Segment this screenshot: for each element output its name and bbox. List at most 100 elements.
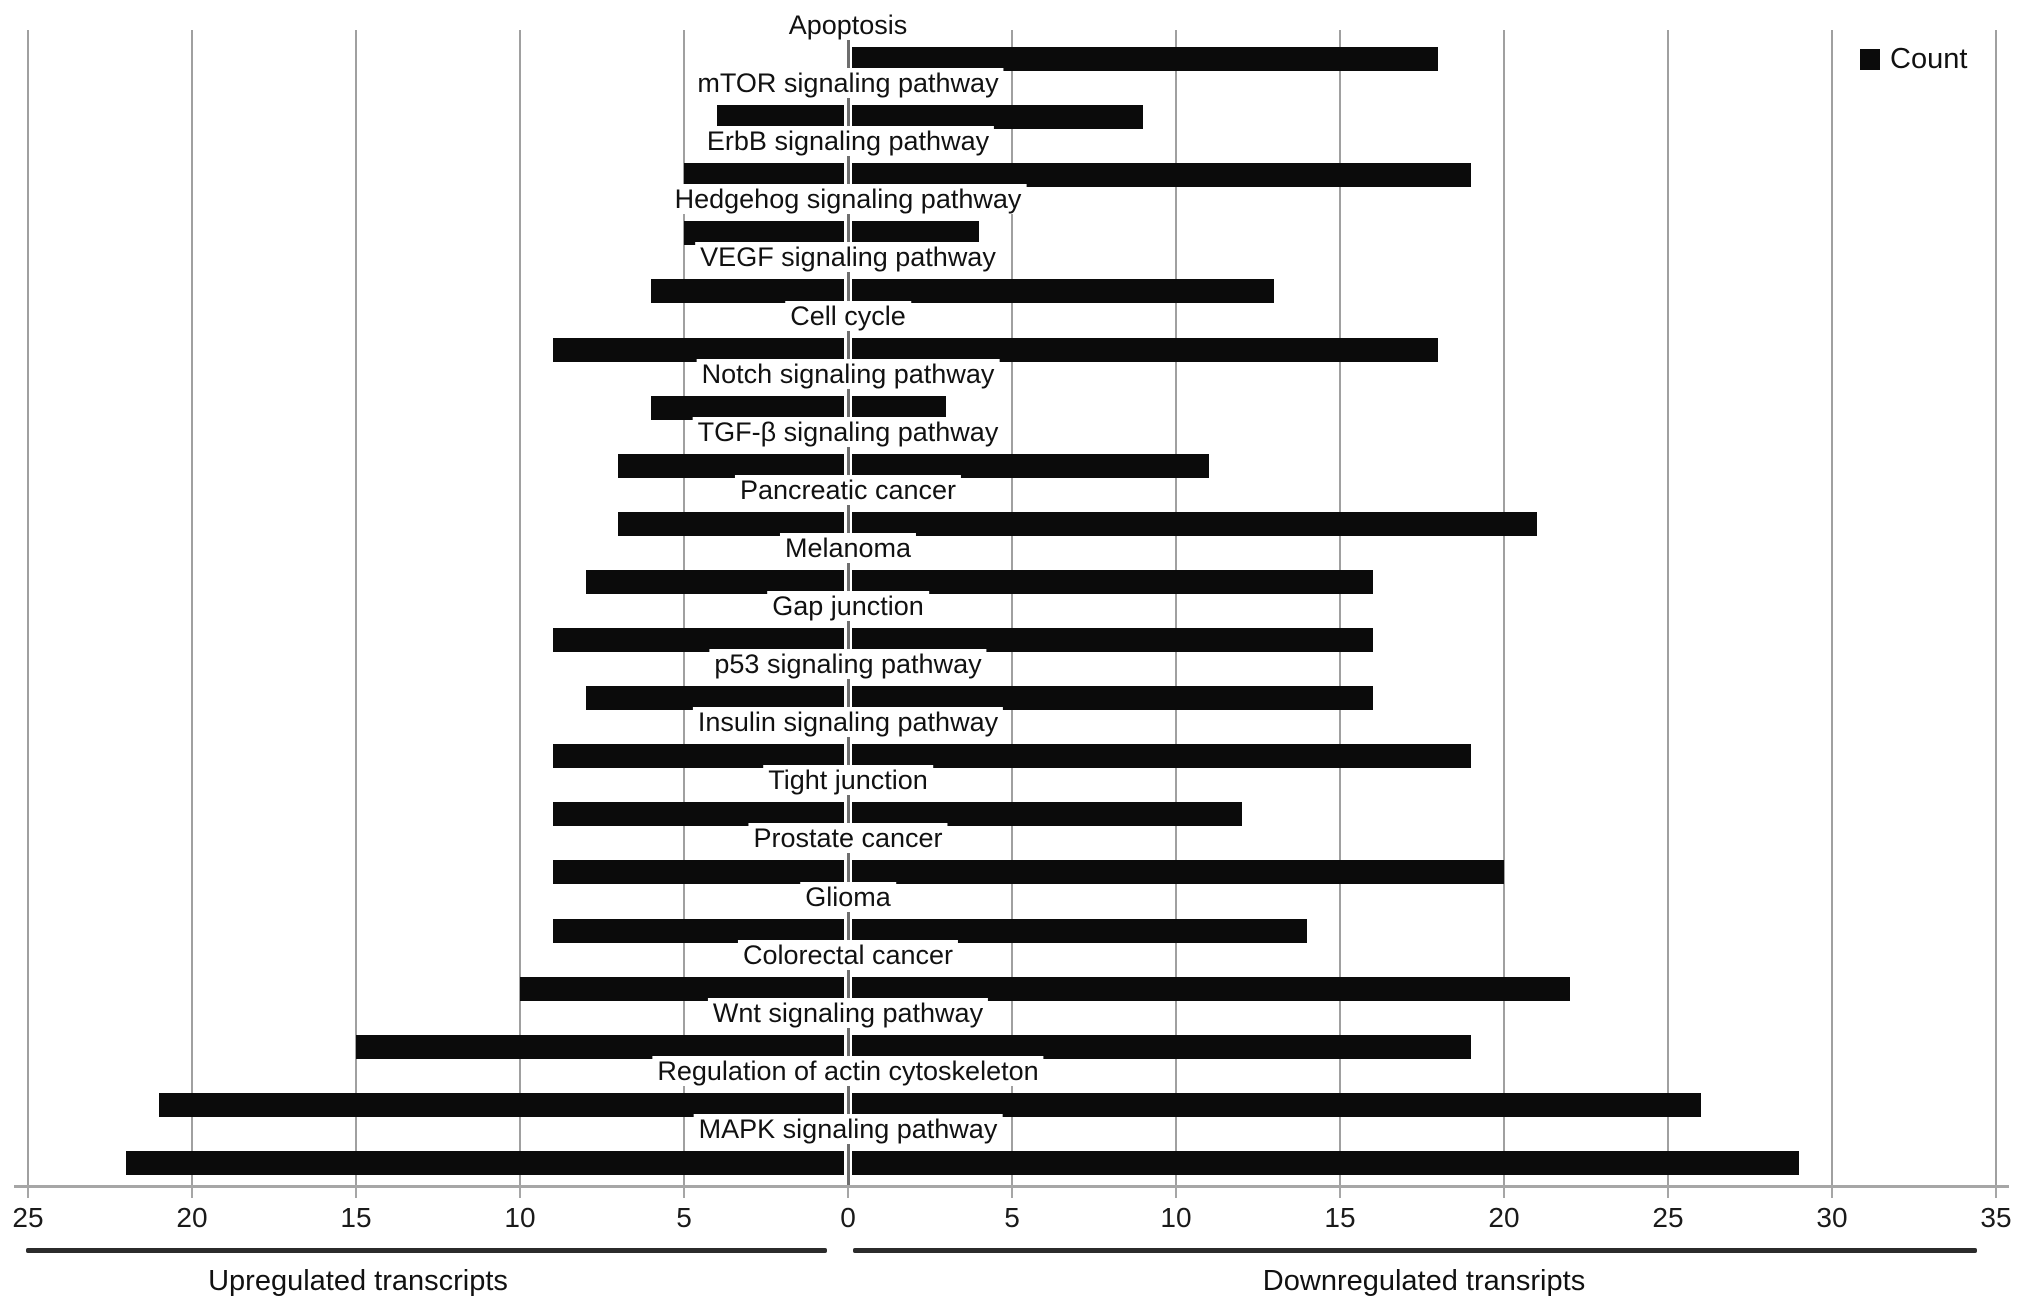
- bar-downregulated-wnt-signaling-pathway: [852, 1034, 1472, 1059]
- gridline: [1011, 30, 1013, 1186]
- category-label-prostate-cancer: Prostate cancer: [748, 823, 948, 854]
- legend-swatch-icon: [1860, 48, 1880, 70]
- x-tick-label: 15: [1324, 1202, 1356, 1233]
- bar-upregulated-insulin-signaling-pathway: [552, 744, 844, 769]
- x-tick-label: 0: [840, 1202, 856, 1233]
- x-tick-label: 20: [176, 1202, 208, 1233]
- category-label-mtor-signaling-pathway: mTOR signaling pathway: [692, 68, 1004, 99]
- x-axis-line: [14, 1185, 2009, 1188]
- x-tick-label: 25: [1652, 1202, 1684, 1233]
- axis-tick-mark: [355, 1186, 357, 1198]
- axis-tick-mark: [683, 1186, 685, 1198]
- legend: Count: [1856, 42, 1972, 76]
- bar-upregulated-glioma: [552, 918, 844, 943]
- category-label-insulin-signaling-pathway: Insulin signaling pathway: [692, 707, 1004, 738]
- x-tick-label: 10: [1160, 1202, 1192, 1233]
- axis-tick-mark: [1995, 1186, 1997, 1198]
- category-label-glioma: Glioma: [800, 881, 896, 912]
- legend-label: Count: [1890, 43, 1968, 75]
- category-label-gap-junction: Gap junction: [767, 591, 929, 621]
- category-label-wnt-signaling-pathway: Wnt signaling pathway: [707, 997, 989, 1028]
- axis-tick-mark: [519, 1186, 521, 1198]
- bar-downregulated-tight-junction: [852, 802, 1242, 827]
- x-tick-label: 30: [1816, 1202, 1848, 1233]
- bar-upregulated-hedgehog-signaling-pathway: [684, 221, 844, 246]
- axis-tick-mark: [1011, 1186, 1013, 1198]
- bar-upregulated-tight-junction: [552, 802, 844, 827]
- category-label-erbb-signaling-pathway: ErbB signaling pathway: [701, 126, 995, 157]
- gridline: [683, 30, 685, 1186]
- bar-downregulated-melanoma: [852, 569, 1373, 594]
- x-tick-label: 35: [1980, 1202, 2012, 1233]
- bar-upregulated-colorectal-cancer: [520, 976, 844, 1001]
- bar-downregulated-glioma: [852, 918, 1308, 943]
- bar-upregulated-regulation-of-actin-cytoskeleton: [159, 1092, 844, 1117]
- x-tick-label: 5: [676, 1202, 692, 1233]
- bar-upregulated-pancreatic-cancer: [618, 511, 844, 536]
- category-label-tight-junction: Tight junction: [763, 765, 933, 796]
- axis-tick-mark: [1831, 1186, 1833, 1198]
- bar-downregulated-notch-signaling-pathway: [852, 395, 947, 420]
- bar-upregulated-melanoma: [585, 569, 844, 594]
- bar-upregulated-wnt-signaling-pathway: [356, 1034, 844, 1059]
- gridline: [1831, 30, 1833, 1186]
- downregulated-underline: [853, 1248, 1977, 1253]
- category-label-regulation-of-actin-cytoskeleton: Regulation of actin cytoskeleton: [652, 1055, 1044, 1086]
- bar-upregulated-vegf-signaling-pathway: [651, 279, 844, 304]
- bar-downregulated-p53-signaling-pathway: [852, 686, 1373, 711]
- bar-downregulated-mtor-signaling-pathway: [852, 105, 1144, 130]
- bar-downregulated-hedgehog-signaling-pathway: [852, 221, 980, 246]
- axis-tick-mark: [1667, 1186, 1669, 1198]
- bar-upregulated-tgf-signaling-pathway: [618, 453, 844, 478]
- axis-tick-mark: [847, 1186, 849, 1198]
- x-tick-label: 10: [504, 1202, 536, 1233]
- gridline: [519, 30, 521, 1186]
- axis-tick-mark: [1339, 1186, 1341, 1198]
- bar-upregulated-mapk-signaling-pathway: [126, 1150, 844, 1175]
- upregulated-underline: [26, 1248, 827, 1253]
- category-label-tgf-signaling-pathway: TGF-β signaling pathway: [692, 416, 1004, 447]
- category-label-vegf-signaling-pathway: VEGF signaling pathway: [695, 242, 1001, 273]
- category-label-melanoma: Melanoma: [779, 532, 917, 563]
- bar-upregulated-p53-signaling-pathway: [585, 686, 844, 711]
- category-label-hedgehog-signaling-pathway: Hedgehog signaling pathway: [669, 184, 1027, 215]
- bar-downregulated-insulin-signaling-pathway: [852, 744, 1472, 769]
- bar-upregulated-mtor-signaling-pathway: [716, 105, 844, 130]
- category-label-pancreatic-cancer: Pancreatic cancer: [734, 474, 962, 505]
- x-tick-label: 15: [340, 1202, 372, 1233]
- downregulated-axis-title: Downregulated transripts: [1262, 1265, 1586, 1297]
- gridline: [1667, 30, 1669, 1186]
- x-tick-label: 20: [1488, 1202, 1520, 1233]
- bar-downregulated-regulation-of-actin-cytoskeleton: [852, 1092, 1701, 1117]
- x-tick-label: 25: [12, 1202, 44, 1233]
- gridline: [1339, 30, 1341, 1186]
- bar-downregulated-tgf-signaling-pathway: [852, 453, 1209, 478]
- category-label-colorectal-cancer: Colorectal cancer: [737, 939, 959, 970]
- x-tick-label: 5: [1004, 1202, 1020, 1233]
- gridline: [355, 30, 357, 1186]
- upregulated-axis-title: Upregulated transcripts: [208, 1265, 508, 1297]
- bar-downregulated-apoptosis: [852, 47, 1439, 71]
- bar-downregulated-cell-cycle: [852, 337, 1439, 362]
- category-label-apoptosis: Apoptosis: [783, 10, 913, 40]
- gridline: [191, 30, 193, 1186]
- category-label-notch-signaling-pathway: Notch signaling pathway: [696, 358, 1000, 389]
- bar-downregulated-erbb-signaling-pathway: [852, 163, 1472, 188]
- bar-upregulated-prostate-cancer: [552, 860, 844, 885]
- bar-downregulated-gap-junction: [852, 628, 1373, 652]
- bar-upregulated-cell-cycle: [552, 337, 844, 362]
- axis-tick-mark: [1503, 1186, 1505, 1198]
- bar-upregulated-notch-signaling-pathway: [651, 395, 844, 420]
- bar-downregulated-colorectal-cancer: [852, 976, 1570, 1001]
- gridline: [1995, 30, 1997, 1186]
- category-label-mapk-signaling-pathway: MAPK signaling pathway: [693, 1113, 1003, 1144]
- gridline: [1503, 30, 1505, 1186]
- category-label-p53-signaling-pathway: p53 signaling pathway: [709, 649, 987, 680]
- bar-downregulated-vegf-signaling-pathway: [852, 279, 1275, 304]
- axis-tick-mark: [1175, 1186, 1177, 1198]
- gridline: [1175, 30, 1177, 1186]
- category-label-cell-cycle: Cell cycle: [785, 300, 911, 331]
- bar-downregulated-pancreatic-cancer: [852, 511, 1537, 536]
- axis-tick-mark: [191, 1186, 193, 1198]
